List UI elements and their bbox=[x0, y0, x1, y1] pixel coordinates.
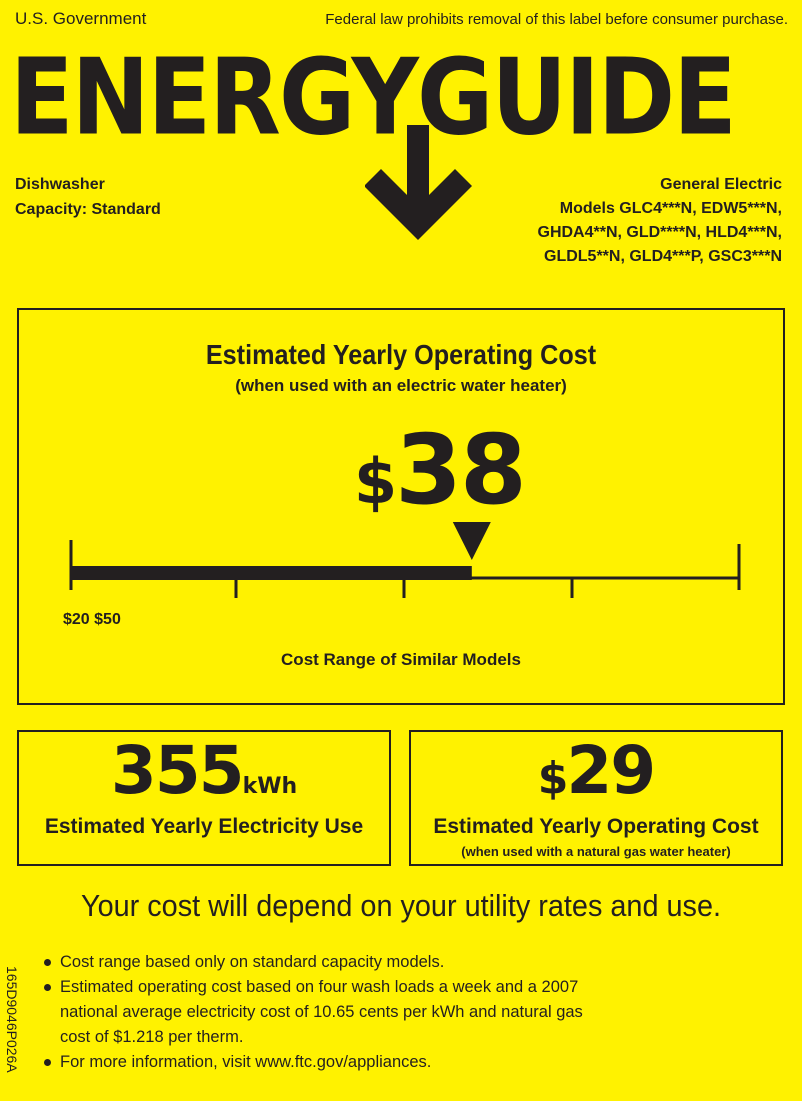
manufacturer-name: General Electric bbox=[660, 176, 782, 193]
cost-disclaimer: Your cost will depend on your utility ra… bbox=[81, 888, 721, 923]
arrow-down-icon bbox=[365, 125, 472, 240]
energyguide-logo: ENERGYGUIDE bbox=[10, 36, 737, 159]
electricity-use-box: 355kWh Estimated Yearly Electricity Use bbox=[17, 730, 391, 866]
model-line: GHDA4**N, GLD****N, HLD4***N, bbox=[537, 224, 783, 241]
cost-value: 38 bbox=[395, 414, 527, 526]
gas-label: Estimated Yearly Operating Cost bbox=[433, 815, 759, 838]
product-type: Dishwasher bbox=[15, 176, 105, 193]
cost-range-values: $20 $50 bbox=[63, 611, 121, 628]
gas-cost: $29 bbox=[411, 732, 781, 817]
label-code: 165D9046P026A bbox=[4, 966, 20, 1073]
product-capacity: Capacity: Standard bbox=[15, 201, 161, 218]
removal-notice: Federal law prohibits removal of this la… bbox=[325, 11, 788, 28]
gas-cost-value: 29 bbox=[566, 732, 656, 809]
model-line: Models GLC4***N, EDW5***N, bbox=[559, 200, 782, 217]
footnote: Estimated operating cost based on four w… bbox=[44, 975, 604, 1050]
electricity-label: Estimated Yearly Electricity Use bbox=[44, 815, 364, 838]
main-cost-box: Estimated Yearly Operating Cost (when us… bbox=[17, 308, 785, 705]
currency-symbol: $ bbox=[537, 753, 569, 804]
scale-fill bbox=[71, 566, 472, 580]
main-title: Estimated Yearly Operating Cost bbox=[205, 339, 597, 370]
model-line: GLDL5**N, GLD4***P, GSC3***N bbox=[544, 248, 782, 265]
currency-symbol: $ bbox=[354, 445, 397, 518]
footnote: For more information, visit www.ftc.gov/… bbox=[44, 1050, 644, 1075]
cost-range-label: Cost Range of Similar Models bbox=[281, 650, 521, 669]
kwh-unit: kWh bbox=[242, 774, 298, 799]
gas-subtitle: (when used with a natural gas water heat… bbox=[461, 844, 731, 859]
manufacturer-info: General Electric Models GLC4***N, EDW5**… bbox=[538, 173, 783, 269]
cost-range-scale bbox=[69, 522, 741, 598]
government-label: U.S. Government bbox=[15, 9, 147, 28]
main-subtitle: (when used with an electric water heater… bbox=[235, 376, 567, 395]
electricity-use: 355kWh bbox=[19, 732, 389, 825]
gas-cost-box: $29 Estimated Yearly Operating Cost (whe… bbox=[409, 730, 783, 866]
product-info: Dishwasher Capacity: Standard bbox=[15, 172, 161, 222]
footnotes: Cost range based only on standard capaci… bbox=[44, 950, 644, 1075]
yearly-cost: $38 bbox=[354, 414, 527, 538]
cost-pointer-icon bbox=[452, 522, 491, 560]
footnote: Cost range based only on standard capaci… bbox=[44, 950, 644, 975]
kwh-value: 355 bbox=[110, 732, 245, 809]
